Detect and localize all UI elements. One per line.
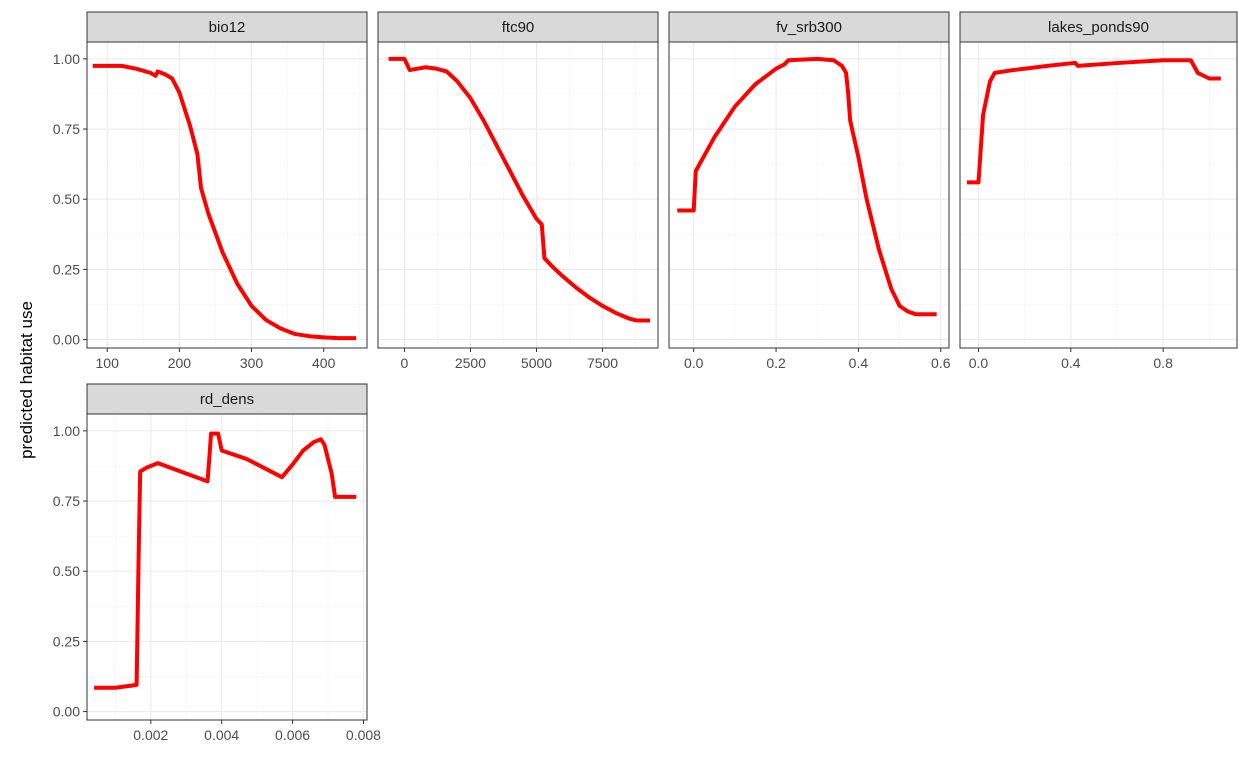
panel-border	[86, 413, 368, 721]
x-tick-label: 0.8	[1153, 355, 1173, 371]
x-tick-label: 0.2	[766, 355, 786, 371]
x-tick-label: 0	[401, 355, 409, 371]
y-tick-label: 0.50	[53, 191, 80, 207]
panel-background	[378, 42, 658, 348]
panel-border	[377, 41, 659, 349]
y-tick-label: 1.00	[53, 423, 80, 439]
x-tick-label: 100	[96, 355, 120, 371]
facet-panel-lakes_ponds90: lakes_ponds90 0.0 0.4 0.8	[959, 11, 1238, 371]
panel-background	[669, 42, 949, 348]
y-tick-label: 0.75	[53, 121, 80, 137]
facet-panel-rd_dens: rd_dens 0.00 0.25 0.50 0.75 1.00 0.002 0.004 0.0…	[53, 383, 381, 743]
panel-border	[959, 41, 1238, 349]
x-tick-label: 0.004	[204, 727, 239, 743]
series-line-bio12	[92, 63, 357, 341]
y-tick-label: 1.00	[53, 51, 80, 67]
x-tick-label: 0.4	[849, 355, 869, 371]
x-tick-label: 400	[312, 355, 336, 371]
facet-panel-fv_srb300: fv_srb300 0.0 0.2 0.4 0.6	[668, 11, 951, 371]
facet-strip	[377, 11, 659, 43]
x-tick-label: 0.0	[684, 355, 704, 371]
series-line-rd_dens	[94, 431, 357, 690]
facet-title: ftc90	[502, 19, 535, 36]
x-tick-label: 300	[240, 355, 264, 371]
x-tick-label: 200	[168, 355, 192, 371]
y-axis-title: predicted habitat use	[17, 301, 36, 459]
series-line-fv_srb300	[677, 56, 937, 317]
series-line-lakes_ponds90	[966, 58, 1221, 185]
facet-strip	[86, 383, 368, 415]
panel-background	[960, 42, 1237, 348]
x-tick-label: 0.002	[133, 727, 168, 743]
x-tick-label: 0.6	[931, 355, 951, 371]
series-line-ftc90	[388, 56, 651, 323]
facet-title: lakes_ponds90	[1048, 19, 1149, 36]
facet-panel-ftc90: ftc90 0 2500 5000 7500	[377, 11, 659, 371]
x-tick-label: 0.006	[275, 727, 310, 743]
facet-title: fv_srb300	[776, 19, 842, 36]
x-tick-label: 2500	[455, 355, 486, 371]
x-tick-label: 0.4	[1061, 355, 1081, 371]
panel-background	[87, 42, 367, 348]
facet-strip	[959, 11, 1238, 43]
panel-background	[87, 414, 367, 720]
y-tick-label: 0.00	[53, 332, 80, 348]
x-tick-label: 7500	[587, 355, 618, 371]
y-tick-label: 0.75	[53, 493, 80, 509]
y-tick-label: 0.00	[53, 704, 80, 720]
facet-strip	[668, 11, 950, 43]
x-tick-label: 0.008	[346, 727, 381, 743]
facet-panel-bio12: bio12 0.00 0.25 0.50 0.75 1.00 100 200 300 400	[53, 11, 368, 371]
facet-title: bio12	[209, 19, 246, 36]
facet-title: rd_dens	[200, 391, 254, 408]
facet-strip	[86, 11, 368, 43]
panel-border	[86, 41, 368, 349]
x-tick-label: 0.0	[969, 355, 989, 371]
panel-border	[668, 41, 950, 349]
x-tick-label: 5000	[521, 355, 552, 371]
y-tick-label: 0.25	[53, 633, 80, 649]
y-tick-label: 0.50	[53, 563, 80, 579]
y-tick-label: 0.25	[53, 261, 80, 277]
